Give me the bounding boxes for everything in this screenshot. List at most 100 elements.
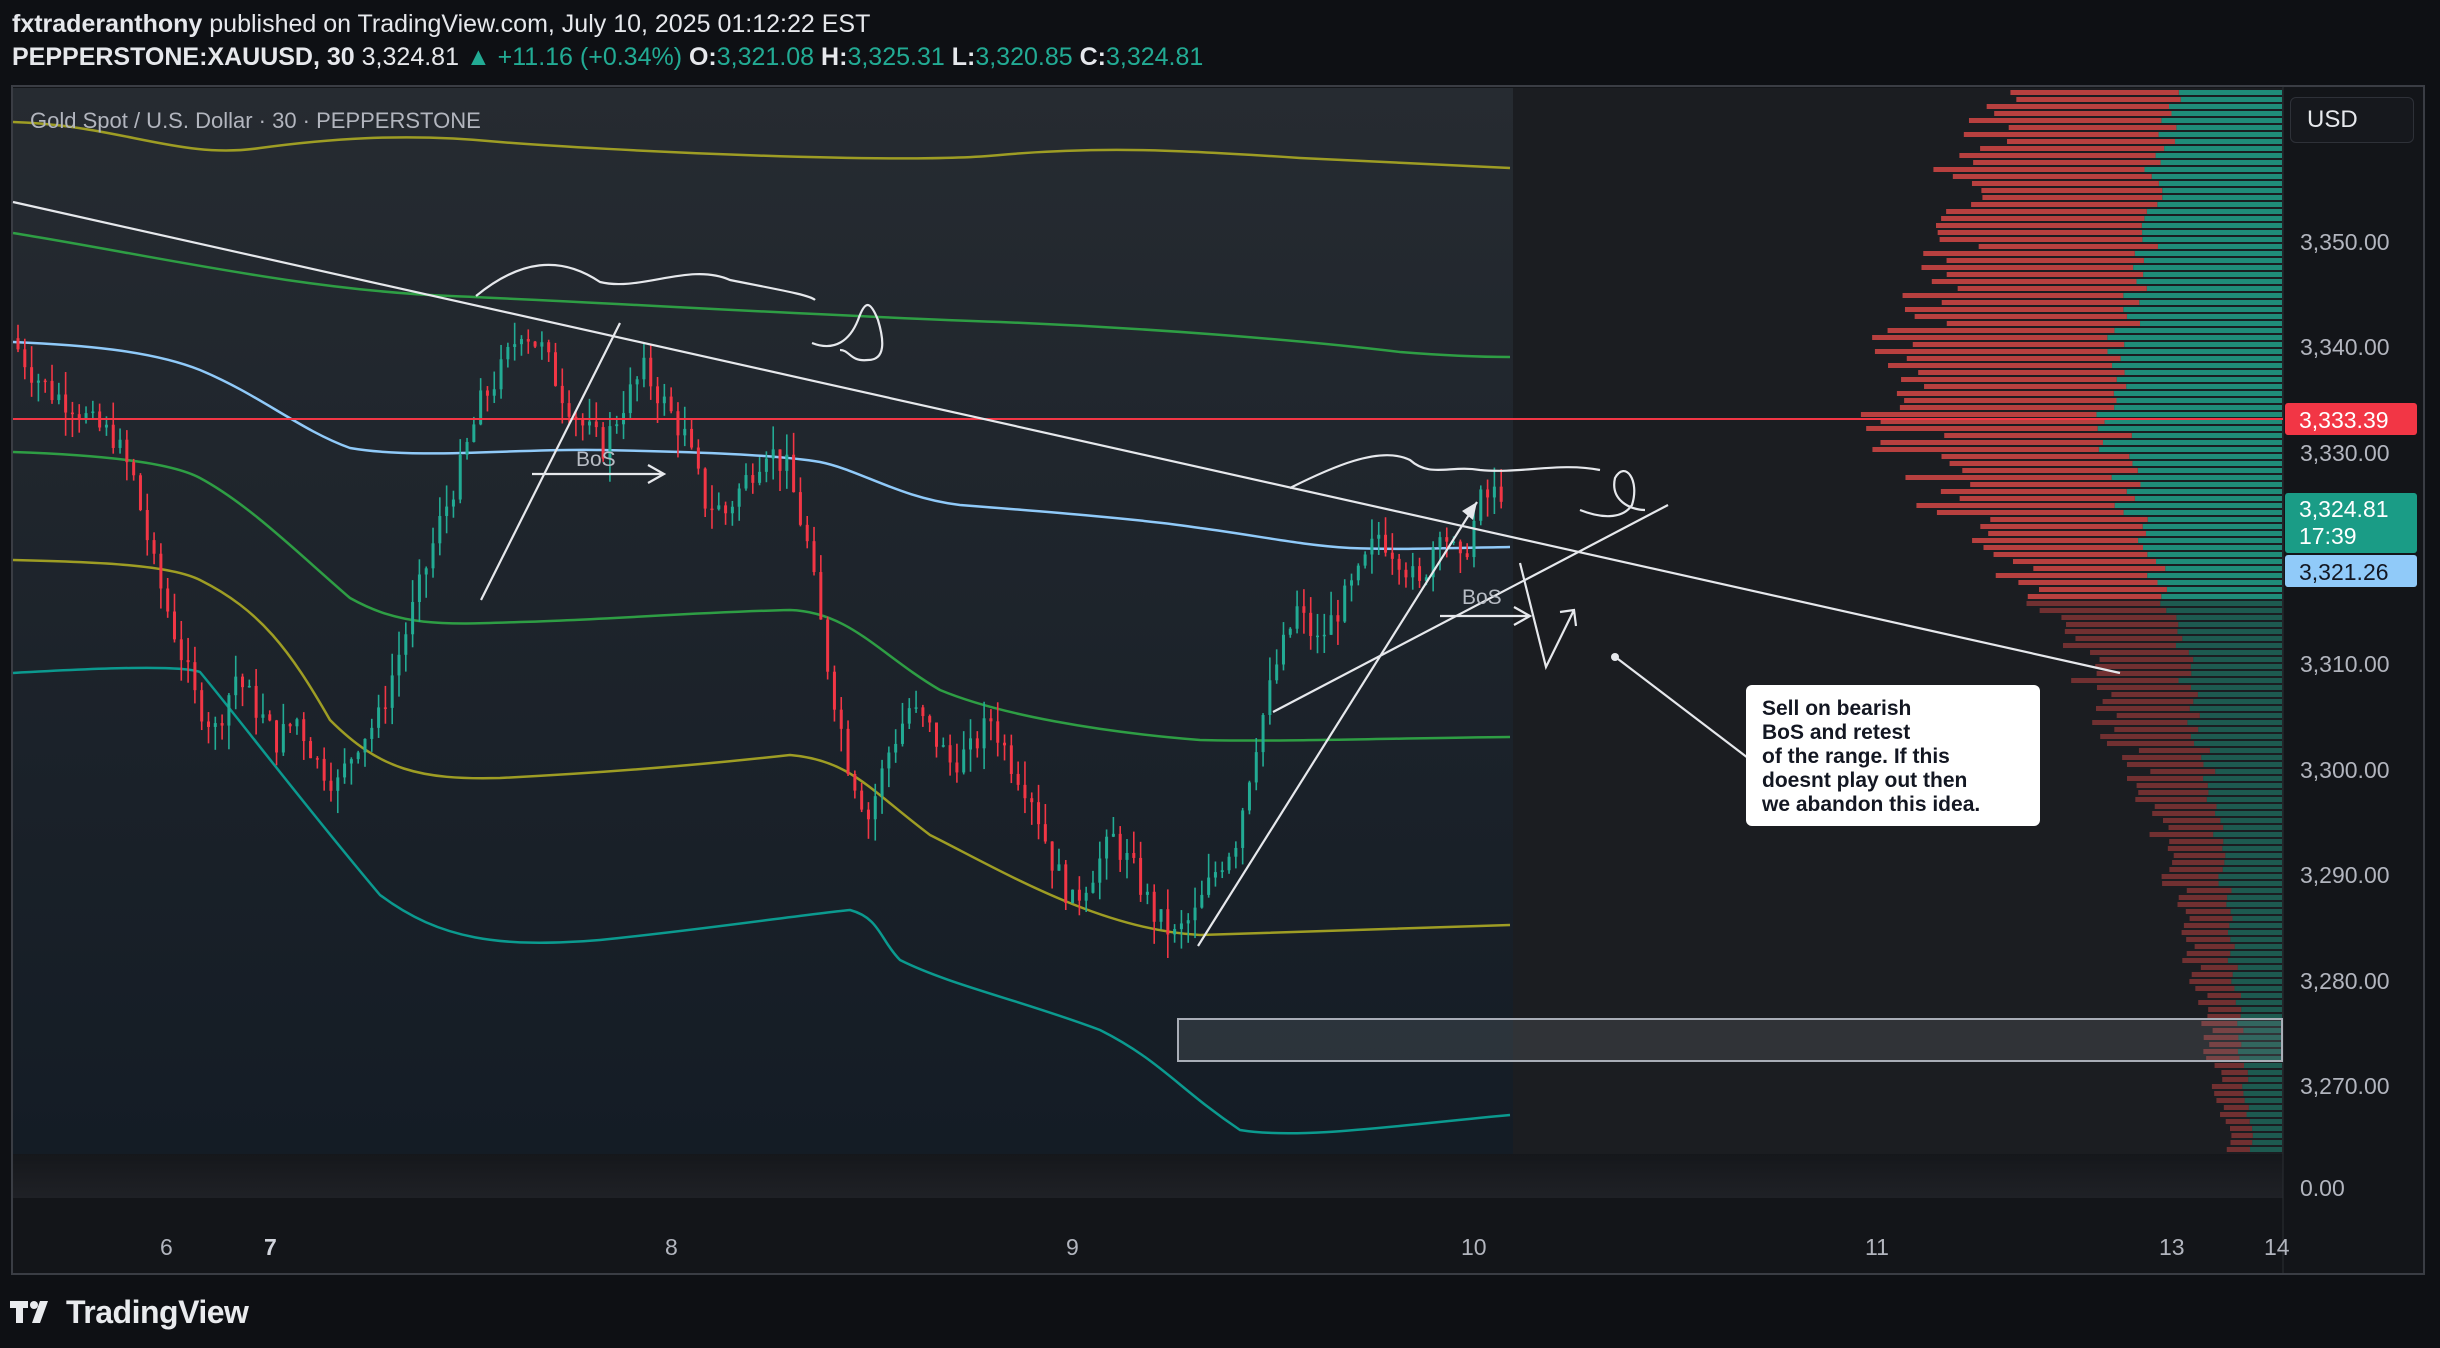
vp-bar-up [2250, 1147, 2282, 1152]
price-scale[interactable]: 3,350.00 3,340.00 3,330.00 3,310.00 3,30… [2300, 229, 2390, 1201]
vp-bar-down [2096, 706, 2190, 711]
vp-bar-up [2145, 531, 2282, 536]
author-name[interactable]: fxtraderanthony [12, 10, 203, 38]
tradingview-logo[interactable]: TradingView [10, 1290, 249, 1334]
candle-body [1363, 554, 1367, 566]
open-value: 3,321.08 [716, 43, 815, 71]
vp-bar-down [2211, 1084, 2243, 1089]
candle-body [377, 707, 381, 728]
vp-bar-up [2116, 377, 2282, 382]
candle-body [499, 359, 503, 390]
candle-body [860, 790, 864, 810]
vp-bar-up [2175, 643, 2282, 648]
candle-body [553, 352, 557, 386]
vp-bar-up [2193, 699, 2282, 704]
candle-body [479, 390, 483, 425]
candle-body [125, 439, 129, 463]
bos-arrow-1[interactable] [532, 464, 667, 484]
band-upper-olive [12, 120, 1511, 170]
note-line-5: we abandon this idea. [1761, 793, 1980, 816]
band-lower-teal [12, 666, 1511, 1135]
candle-body [975, 738, 979, 749]
vp-bar-up [2140, 482, 2282, 487]
vp-bar-down [1946, 258, 2144, 263]
candle-body [1390, 552, 1394, 559]
price-tick: 3,280.00 [2300, 968, 2390, 994]
vp-bar-down [2220, 1112, 2247, 1117]
time-tick: 11 [1865, 1234, 1889, 1260]
vp-bar-down [2177, 902, 2227, 907]
candle-body [1200, 894, 1204, 908]
vp-bar-down [1971, 181, 2159, 186]
candle-body [166, 588, 170, 612]
vp-bar-up [2126, 489, 2282, 494]
candle-body [1458, 541, 1462, 554]
time-tick: 14 [2264, 1234, 2290, 1260]
candle-body [200, 690, 204, 722]
impulse-line-2[interactable] [1197, 501, 1478, 947]
candle-body [914, 707, 918, 709]
candle-body [336, 777, 340, 791]
vp-bar-up [2248, 1105, 2282, 1110]
candle-body [798, 492, 802, 525]
candle-body [751, 475, 755, 483]
vp-bar-up [2198, 727, 2282, 732]
note-callout-box[interactable] [1746, 685, 2040, 826]
candle-body [669, 396, 673, 412]
vp-bar-up [2244, 1098, 2282, 1103]
candle-body [853, 774, 857, 791]
vp-bar-down [1933, 167, 2145, 172]
vp-bar-down [2033, 566, 2166, 571]
candle-body [1234, 847, 1238, 857]
vp-bar-up [2131, 433, 2282, 438]
candle-body [785, 454, 789, 471]
rising-channel-line[interactable] [1272, 504, 1669, 713]
vp-bar-up [2142, 237, 2282, 242]
vp-bar-up [2116, 398, 2282, 403]
vp-bar-up [2239, 1056, 2282, 1061]
candle-body [832, 671, 836, 710]
candle-body [1207, 877, 1211, 895]
bos-arrow-2[interactable] [1440, 606, 1533, 626]
vp-bar-up [2190, 734, 2282, 739]
projection-zigzag[interactable] [1518, 562, 1578, 671]
vp-bar-down [1993, 552, 2148, 557]
demand-zone-rectangle[interactable] [1177, 1018, 2283, 1062]
impulse-line-1[interactable] [480, 322, 621, 601]
candle-body [1384, 534, 1388, 553]
vp-bar-down [1952, 174, 2152, 179]
vp-bar-up [2191, 671, 2282, 676]
vp-bar-up [2247, 1070, 2282, 1075]
vp-bar-up [2187, 720, 2282, 725]
vp-bar-down [2114, 727, 2199, 732]
vp-bar-up [2107, 349, 2282, 354]
descending-trendline[interactable] [12, 200, 2121, 675]
candle-body [717, 505, 721, 510]
vp-bar-down [2138, 748, 2210, 753]
vp-bar-down [1968, 118, 2162, 123]
vp-bar-up [2157, 202, 2282, 207]
candle-body [1037, 802, 1041, 825]
vp-bar-down [1994, 111, 2172, 116]
candle-body [1329, 615, 1333, 635]
vp-bar-up [2209, 748, 2282, 753]
candle-body [1186, 920, 1190, 924]
price-path-sketch-1[interactable] [475, 263, 884, 362]
candle-body [302, 719, 306, 742]
vp-bar-down [1944, 433, 2132, 438]
price-path-sketch-2[interactable] [1289, 454, 1646, 518]
vp-bar-up [2178, 90, 2282, 95]
currency-button[interactable]: USD [2290, 97, 2414, 143]
vp-bar-down [1986, 104, 2169, 109]
vp-bar-up [2232, 972, 2282, 977]
volume-profile [1860, 90, 2282, 1152]
band-lower-olive [12, 558, 1511, 937]
vp-bar-down [1902, 293, 2124, 298]
time-axis[interactable]: 6 7 8 9 10 11 13 14 [160, 1234, 2290, 1260]
vp-bar-up [2156, 559, 2282, 564]
history-pane [13, 88, 1513, 1154]
vp-bar-up [2123, 510, 2282, 515]
vp-bar-down [1990, 517, 2148, 522]
candle-body [417, 574, 421, 602]
